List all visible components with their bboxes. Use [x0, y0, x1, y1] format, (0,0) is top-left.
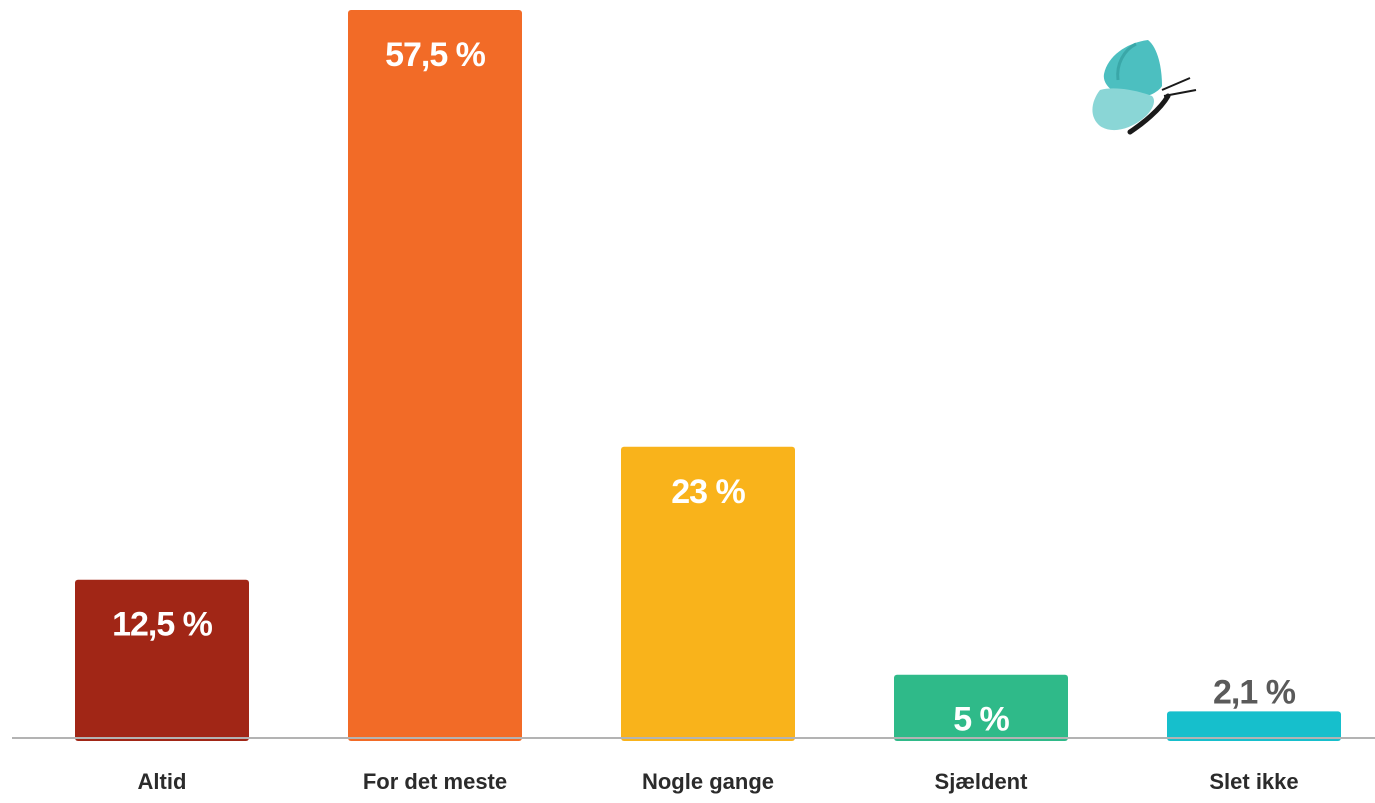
- category-label-3: Sjældent: [935, 769, 1029, 794]
- category-label-2: Nogle gange: [642, 769, 774, 794]
- category-labels: Altid For det meste Nogle gange Sjældent Sle…: [138, 769, 1299, 794]
- bar-value-label-2: 23 %: [671, 473, 745, 511]
- bar-1: [348, 10, 522, 741]
- bar-3: [894, 674, 1068, 741]
- bar-2: [621, 446, 795, 741]
- category-label-1: For det meste: [363, 769, 507, 794]
- bar-value-label-4: 2,1 %: [1213, 673, 1296, 711]
- bar-value-label-1: 57,5 %: [385, 36, 486, 74]
- butterfly-icon: [1092, 40, 1197, 135]
- category-label-0: Altid: [138, 769, 187, 794]
- bar-value-label-0: 12,5 %: [112, 606, 213, 644]
- bar-0: [75, 579, 249, 741]
- bar-value-label-3: 5 %: [953, 701, 1009, 739]
- bar-4: [1167, 711, 1341, 741]
- bars-layer: 12,5 % 57,5 % 23 % 5 % 2,1 %: [75, 10, 1341, 741]
- category-label-4: Slet ikke: [1209, 769, 1298, 794]
